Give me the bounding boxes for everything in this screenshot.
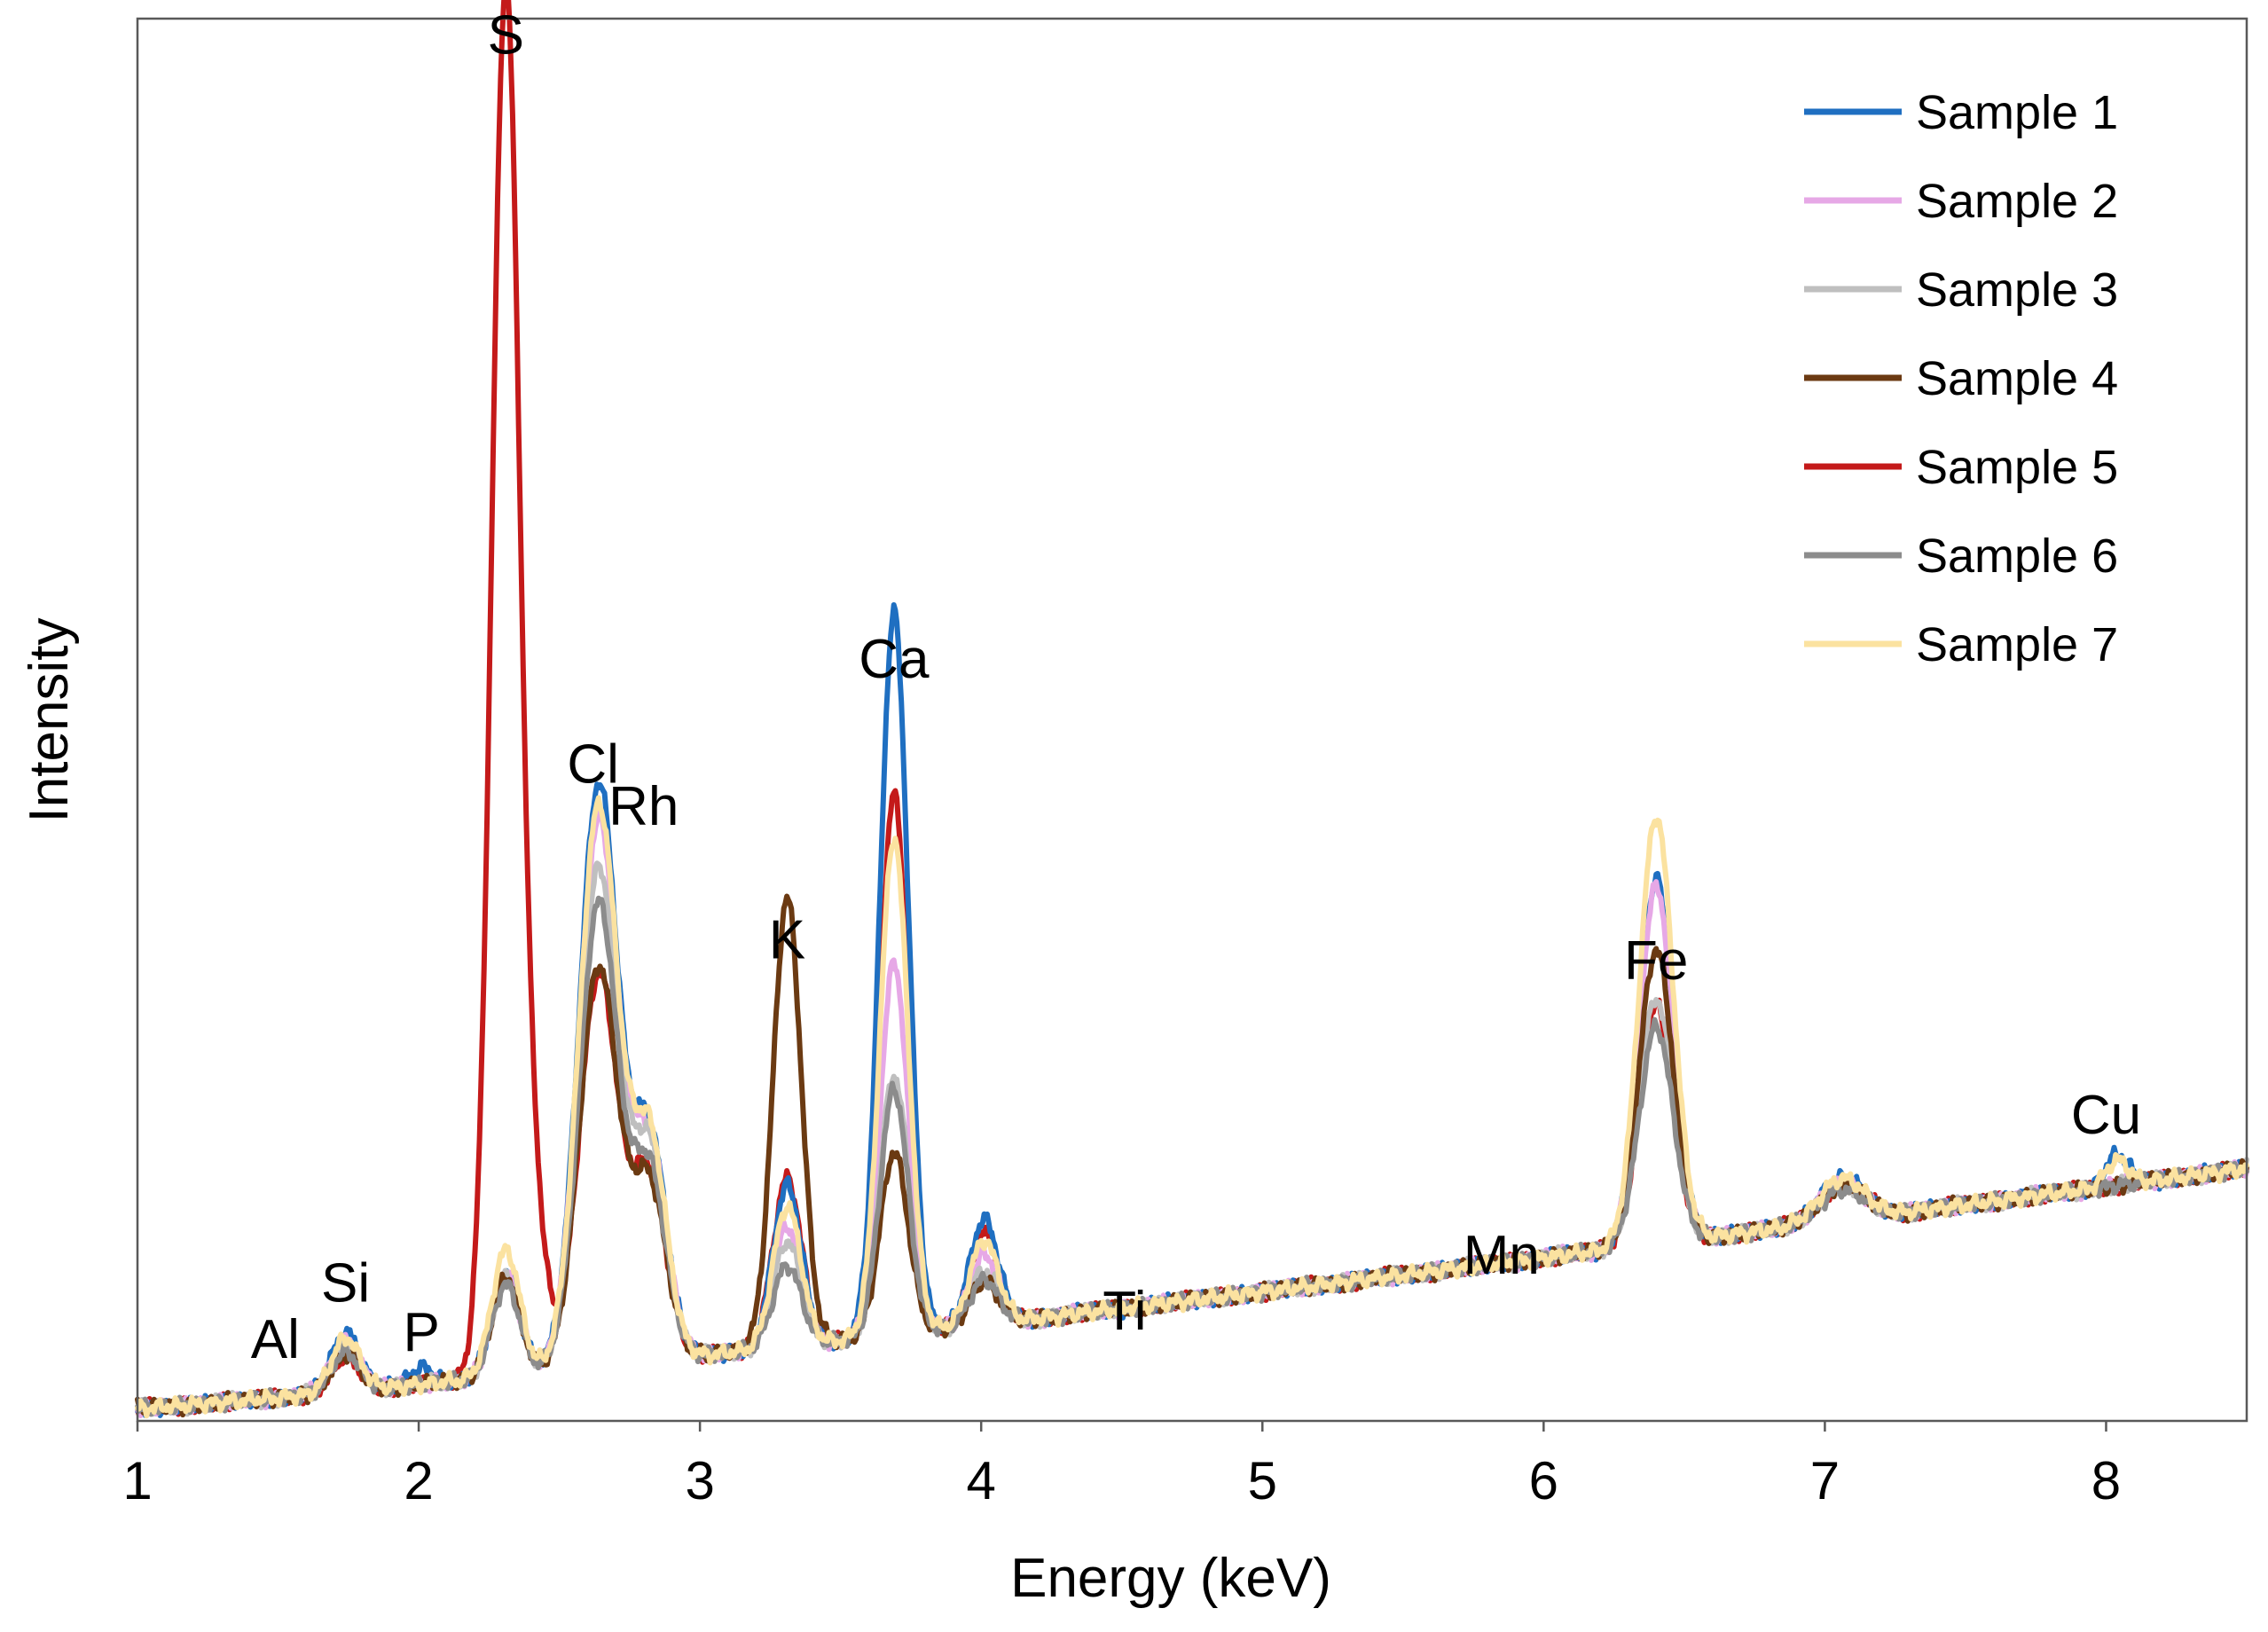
x-tick-label-3: 3: [685, 1451, 714, 1510]
peak-label-fe: Fe: [1624, 930, 1688, 992]
peak-label-al: Al: [251, 1309, 300, 1370]
series-line-sample-7: [135, 795, 2249, 1419]
plot-frame: [136, 17, 2248, 1423]
x-axis-label: Energy (keV): [1010, 1548, 1331, 1609]
legend-label-sample-1: Sample 1: [1916, 86, 2118, 139]
x-tick-label-5: 5: [1248, 1451, 1277, 1510]
peak-label-mn: Mn: [1464, 1225, 1540, 1286]
legend-label-sample-3: Sample 3: [1916, 263, 2118, 317]
peak-label-cu: Cu: [2071, 1085, 2141, 1146]
legend-label-sample-4: Sample 4: [1916, 352, 2118, 405]
y-axis-label: Intensity: [19, 618, 80, 823]
x-tick-label-4: 4: [967, 1451, 996, 1510]
x-tick-label-6: 6: [1529, 1451, 1558, 1510]
legend: Sample 1 Sample 2 Sample 3 Sample 4 Sample 5…: [1804, 86, 2118, 671]
x-tick-label-2: 2: [404, 1451, 433, 1510]
legend-label-sample-5: Sample 5: [1916, 441, 2118, 494]
peak-label-cl: Cl: [567, 734, 619, 796]
x-tick-label-1: 1: [122, 1451, 152, 1510]
legend-label-sample-6: Sample 6: [1916, 530, 2118, 583]
legend-label-sample-2: Sample 2: [1916, 175, 2118, 228]
legend-label-sample-7: Sample 7: [1916, 618, 2118, 671]
x-axis: 1 2 3 4 5 6 7 8: [122, 1421, 2121, 1510]
peak-label-ti: Ti: [1103, 1281, 1146, 1342]
x-tick-label-8: 8: [2091, 1451, 2121, 1510]
peak-label-p: P: [404, 1302, 440, 1363]
peak-label-ca: Ca: [859, 629, 930, 690]
peak-label-s: S: [488, 5, 524, 67]
peak-label-k: K: [769, 909, 805, 970]
peak-label-rh: Rh: [608, 776, 679, 837]
x-tick-label-7: 7: [1810, 1451, 1840, 1510]
series-layer: [135, 0, 2249, 1419]
peak-label-si: Si: [321, 1253, 370, 1314]
